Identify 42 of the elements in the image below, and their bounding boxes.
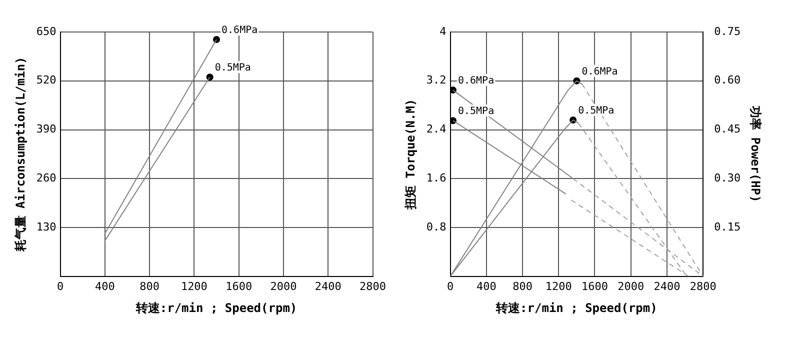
y-tick-label: 4 (440, 24, 447, 38)
y-axis-title: 扭矩 Torque(N.M) (403, 98, 418, 211)
y-tick-label: 2.4 (426, 122, 447, 136)
y2-tick-label: 0.45 (714, 122, 741, 136)
y-tick-label: 1.6 (426, 172, 446, 184)
x-tick-label: 1200 (545, 280, 572, 293)
series-label: 0.5MPa (458, 106, 494, 118)
y2-tick-label: 0.15 (714, 220, 741, 234)
series-label: 0.6MPa (458, 76, 494, 87)
x-tick-label: 2000 (270, 280, 297, 293)
y-tick-label: 0.8 (426, 220, 446, 234)
x-tick-label: 1600 (582, 280, 608, 293)
series-label: 0.6MPa (222, 25, 258, 36)
y-tick-label: 390 (36, 122, 56, 136)
x-axis-title: 转速:r/min ; Speed(rpm) (134, 300, 298, 315)
x-tick-label: 0 (56, 280, 64, 293)
x-tick-label: 1600 (226, 280, 252, 293)
x-tick-label: 2000 (618, 280, 644, 293)
x-tick-label: 2400 (654, 280, 680, 293)
x-tick-label: 800 (512, 280, 532, 293)
x-tick-label: 2800 (360, 280, 386, 293)
series-label: 0.5MPa (578, 106, 614, 117)
x-tick-label: 0 (446, 280, 454, 293)
x-tick-label: 2400 (314, 280, 342, 293)
x-tick-label: 1200 (180, 280, 208, 293)
y2-tick-label: 0.30 (714, 172, 741, 184)
y-tick-label: 130 (36, 220, 56, 234)
y-tick-label: 260 (36, 172, 56, 184)
x-tick-label: 400 (476, 280, 496, 293)
y-tick-label: 520 (36, 74, 56, 87)
y2-axis-title: 功率 Power(HP) (748, 105, 763, 202)
y-tick-label: 3.2 (426, 74, 446, 87)
x-tick-label: 400 (94, 280, 115, 293)
series-label: 0.5MPa (214, 62, 251, 74)
y2-tick-label: 0.60 (714, 74, 741, 87)
y2-tick-label: 0.75 (714, 24, 741, 38)
x-tick-label: 2800 (690, 280, 716, 293)
series-label: 0.6MPa (582, 66, 618, 78)
y-axis-title: 耗气量 Airconsumption(L/min) (13, 56, 28, 253)
x-tick-label: 800 (140, 280, 160, 293)
y-tick-label: 650 (36, 24, 56, 38)
x-axis-title: 转速:r/min ; Speed(rpm) (495, 300, 658, 315)
